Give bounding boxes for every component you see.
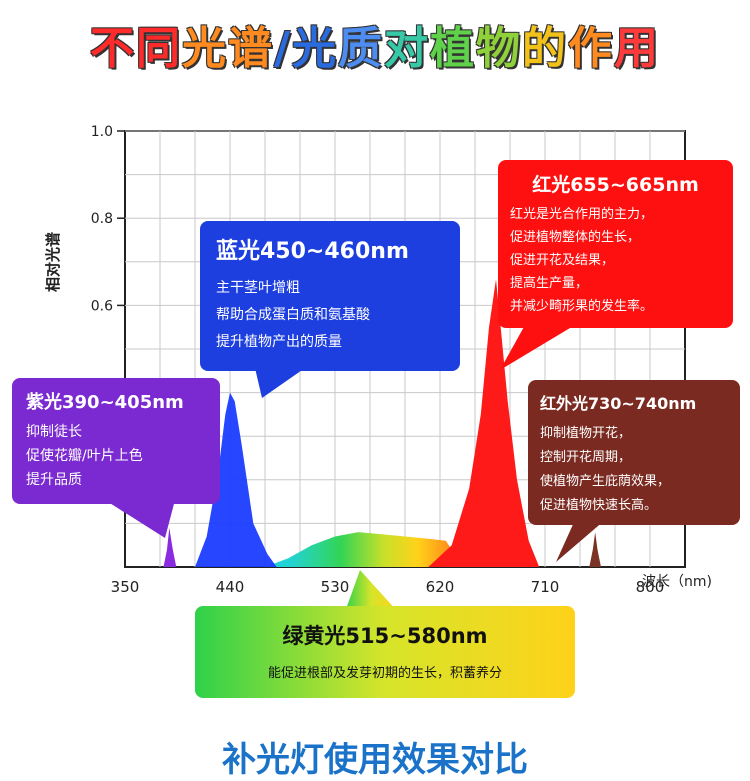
purple-light-title: 紫光390~405nm [26,392,184,413]
red-light-line: 促进植物整体的生长， [510,230,641,245]
blue-light-line: 帮助合成蛋白质和氨基酸 [216,307,370,323]
red-light-line: 并减少畸形果的发生率。 [510,299,654,314]
title-char: 光 [181,23,228,74]
title-char: 物 [476,23,523,74]
x-tick-label: 530 [321,578,350,596]
blue-light-line: 提升植物产出的质量 [216,334,342,350]
blue-light-title: 蓝光450~460nm [216,239,409,264]
infrared-light-line: 使植物产生庇荫效果， [540,474,671,489]
y-tick-label: 0.8 [91,211,113,227]
title-char: 质 [338,23,385,74]
bottom-heading-partial: 补光灯使用效果对比 [222,740,528,780]
title-char: 作 [568,23,615,74]
infrared-light-line: 控制开花周期， [540,450,632,465]
infrared-light-line: 促进植物快速长高。 [540,498,658,513]
purple-callout-pointer [105,500,175,538]
purple-light-line: 抑制徒长 [26,424,82,440]
title-char: 同 [135,23,182,74]
spectrum-peak [589,532,601,567]
title-char: 不 [89,23,136,74]
title-char: 谱 [227,23,274,74]
spectrum-peak [265,532,464,567]
spectrum-peak [195,392,277,567]
x-tick-label: 710 [531,578,560,596]
title-char: / [273,23,293,74]
green-callout-pointer [345,570,398,612]
blue-callout-pointer [255,368,305,398]
green-callout-box [195,606,575,698]
title-char: 植 [430,23,477,74]
title-char: 光 [292,23,339,74]
red-light-line: 提高生产量， [510,276,589,291]
title-char: 的 [522,23,569,74]
x-tick-label: 440 [216,578,245,596]
infrared-light-title: 红外光730~740nm [540,394,697,413]
spectrum-peak [428,279,540,567]
x-tick-label: 800 [636,578,665,596]
blue-light-line: 主干茎叶增粗 [216,280,300,296]
title-char: 用 [614,23,661,74]
red-callout-pointer [500,325,575,370]
y-tick-label: 0.6 [91,298,113,314]
page-title: 不同光谱/光质对植物的作用 [0,12,750,76]
blue-light-callout: 蓝光450~460nm 主干茎叶增粗 帮助合成蛋白质和氨基酸 提升植物产出的质量 [200,221,460,371]
spectrum-series [163,279,601,567]
purple-light-line: 促使花瓣/叶片上色 [26,448,143,464]
infrared-light-callout: 红外光730~740nm 抑制植物开花， 控制开花周期， 使植物产生庇荫效果， … [528,380,740,525]
purple-light-callout: 紫光390~405nm 抑制徒长 促使花瓣/叶片上色 提升品质 [12,378,220,504]
red-light-title: 红光655~665nm [532,174,699,196]
x-tick-label: 620 [426,578,455,596]
purple-light-line: 提升品质 [26,472,82,488]
x-tick-label: 350 [111,578,140,596]
red-light-line: 红光是光合作用的主力， [510,207,654,222]
axis-ticks: 350 440 530 620 710 800 0.6 0.8 1.0 [91,124,665,596]
y-axis-label: 相对光谱 [44,232,62,292]
x-axis-label: 波长（nm) [642,574,712,590]
infrared-light-line: 抑制植物开花， [540,426,632,441]
y-tick-label: 1.0 [91,124,113,140]
title-char: 对 [384,23,431,74]
red-light-line: 促进开花及结果， [510,253,615,268]
green-yellow-light-title: 绿黄光515~580nm [282,624,488,648]
green-yellow-light-line: 能促进根部及发芽初期的生长，积蓄养分 [267,666,502,681]
red-light-callout: 红光655~665nm 红光是光合作用的主力， 促进植物整体的生长， 促进开花及… [498,160,733,328]
spectrum-peak [163,527,177,567]
ir-callout-pointer [556,520,605,562]
green-yellow-light-callout: 绿黄光515~580nm 能促进根部及发芽初期的生长，积蓄养分 [195,606,575,698]
